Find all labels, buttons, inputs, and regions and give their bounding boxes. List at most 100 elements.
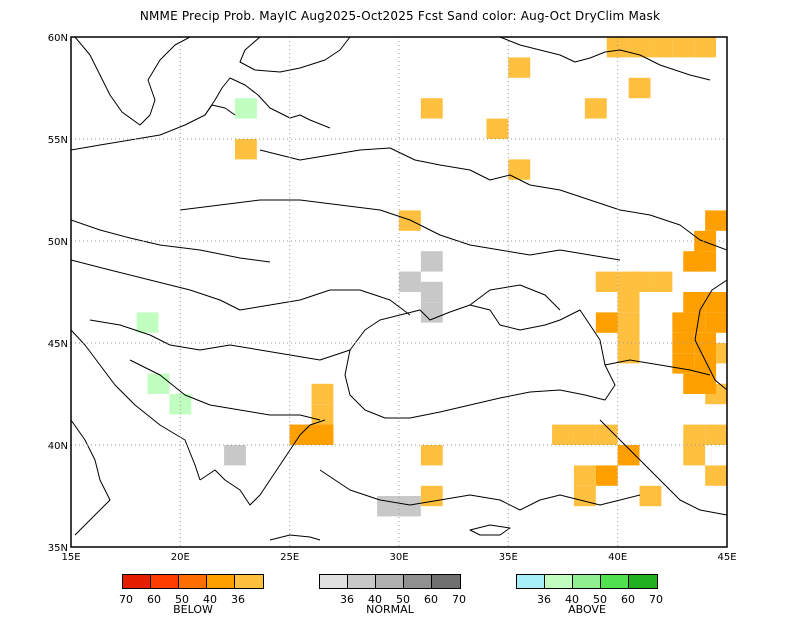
legend-swatch — [545, 575, 573, 588]
lon-tick-label: 45E — [717, 552, 736, 563]
probability-cell-below-36 — [573, 424, 596, 445]
probability-cell-below-36 — [694, 37, 717, 58]
legend-above: 36 40 50 60 70 ABOVE — [516, 574, 663, 616]
probability-cell-below-36 — [508, 57, 531, 78]
probability-cell-below-40 — [694, 353, 717, 374]
legend-tick-label: 70 — [452, 593, 466, 606]
probability-cell-below-40 — [311, 424, 334, 445]
coastline-gulf-riga — [204, 104, 236, 116]
map-title: NMME Precip Prob. MayIC Aug2025-Oct2025 … — [139, 9, 661, 23]
probability-cell-below-36 — [672, 37, 695, 58]
legend-below-label: BELOW — [173, 603, 213, 616]
legend-tick-label: 70 — [649, 593, 663, 606]
legend-swatch — [629, 575, 657, 588]
coastline-white-sea — [499, 37, 711, 81]
border-caucasus — [604, 359, 711, 376]
legend-normal-label: NORMAL — [366, 603, 414, 616]
legend-tick-label: 40 — [368, 593, 382, 606]
coastline-caspian — [694, 279, 727, 391]
coastline-finland — [239, 37, 351, 73]
coastline-poland — [71, 134, 161, 151]
lon-tick-label: 15E — [61, 552, 80, 563]
legend-above-label: ABOVE — [568, 603, 606, 616]
legend-swatch — [320, 575, 348, 588]
lat-tick-label: 55N — [48, 135, 68, 146]
lat-tick-label: 40N — [48, 441, 68, 452]
lon-tick-label: 40E — [608, 552, 627, 563]
probability-cell-normal-36 — [224, 445, 246, 466]
coastline-cyprus — [469, 524, 511, 536]
probability-cell-below-40 — [694, 332, 717, 354]
lat-tick-label: 50N — [48, 237, 68, 248]
probability-cell-below-40 — [617, 445, 640, 466]
probability-cell-below-36 — [617, 343, 640, 364]
probability-cell-below-40 — [672, 312, 695, 333]
legend-swatch — [376, 575, 404, 588]
lon-tick-label: 25E — [280, 552, 299, 563]
legend-swatch — [235, 575, 263, 588]
coastline-sea-of-azov — [469, 284, 561, 311]
legend-swatch — [573, 575, 601, 588]
probability-cell-below-36 — [311, 404, 334, 425]
legend-below-colorbar — [122, 574, 264, 589]
legend-swatch — [151, 575, 179, 588]
probability-cell-below-40 — [672, 353, 695, 374]
probability-cell-below-36 — [595, 424, 618, 445]
legend-tick-label: 50 — [593, 593, 607, 606]
probability-cell-normal-36 — [420, 251, 443, 272]
probability-cell-below-36 — [573, 485, 596, 507]
probability-cell-below-36 — [650, 37, 673, 58]
probability-cell-below-36 — [705, 465, 727, 486]
probability-cell-below-36 — [606, 37, 629, 58]
legend-swatch — [404, 575, 432, 588]
probability-cell-below-36 — [584, 98, 607, 119]
legend-tick-label: 60 — [424, 593, 438, 606]
legend-swatch — [348, 575, 376, 588]
probability-cell-below-36 — [617, 292, 640, 313]
lon-tick-label: 35E — [499, 552, 518, 563]
probability-cell-below-36 — [705, 424, 727, 445]
probability-cell-below-40 — [595, 465, 618, 486]
probability-cell-below-36 — [486, 118, 509, 139]
map-frame — [70, 36, 728, 548]
coastline-italy — [71, 419, 111, 536]
probability-cell-below-36 — [235, 139, 257, 160]
legend-swatch — [123, 575, 151, 588]
legend-normal-colorbar — [319, 574, 461, 589]
border-belarus-ukraine — [179, 199, 621, 261]
probability-cell-below-36 — [552, 424, 574, 445]
border-turkey-east — [599, 419, 727, 516]
legend-tick-label: 36 — [231, 593, 245, 606]
coastline-sweden — [74, 37, 191, 126]
legend-tick-label: 70 — [119, 593, 133, 606]
probability-cell-below-36 — [650, 271, 673, 292]
coastlines-and-borders — [71, 37, 727, 541]
probability-cell-below-36 — [628, 37, 651, 58]
probability-cell-normal-36 — [377, 496, 399, 517]
legend-below: 70 60 50 40 36 BELOW — [119, 574, 264, 616]
legend-tick-label: 60 — [621, 593, 635, 606]
legend-swatch — [207, 575, 235, 588]
probability-cell-below-36 — [639, 485, 662, 507]
legend-above-colorbar — [516, 574, 658, 589]
probability-cell-below-40 — [595, 312, 618, 333]
probability-cell-normal-36 — [420, 281, 443, 303]
probability-cell-below-36 — [420, 98, 443, 119]
probability-cell-below-36 — [683, 445, 706, 466]
probability-cell-above-36 — [147, 373, 170, 394]
lon-tick-label: 30E — [389, 552, 408, 563]
probability-cell-below-40 — [694, 373, 717, 394]
coastline-crete — [269, 534, 321, 541]
lat-tick-label: 35N — [48, 543, 68, 554]
probability-cell-below-36 — [420, 485, 443, 507]
legend-below-ticks: 70 60 50 40 36 — [119, 593, 264, 607]
probability-cell-below-36 — [683, 424, 706, 445]
probability-cell-below-36 — [399, 210, 421, 231]
probability-cell-above-36 — [136, 312, 159, 333]
lat-tick-label: 45N — [48, 339, 68, 350]
legend-tick-label: 40 — [203, 593, 217, 606]
probability-cell-below-36 — [595, 271, 618, 292]
legend-swatch — [601, 575, 629, 588]
probability-cell-below-40 — [705, 292, 727, 313]
